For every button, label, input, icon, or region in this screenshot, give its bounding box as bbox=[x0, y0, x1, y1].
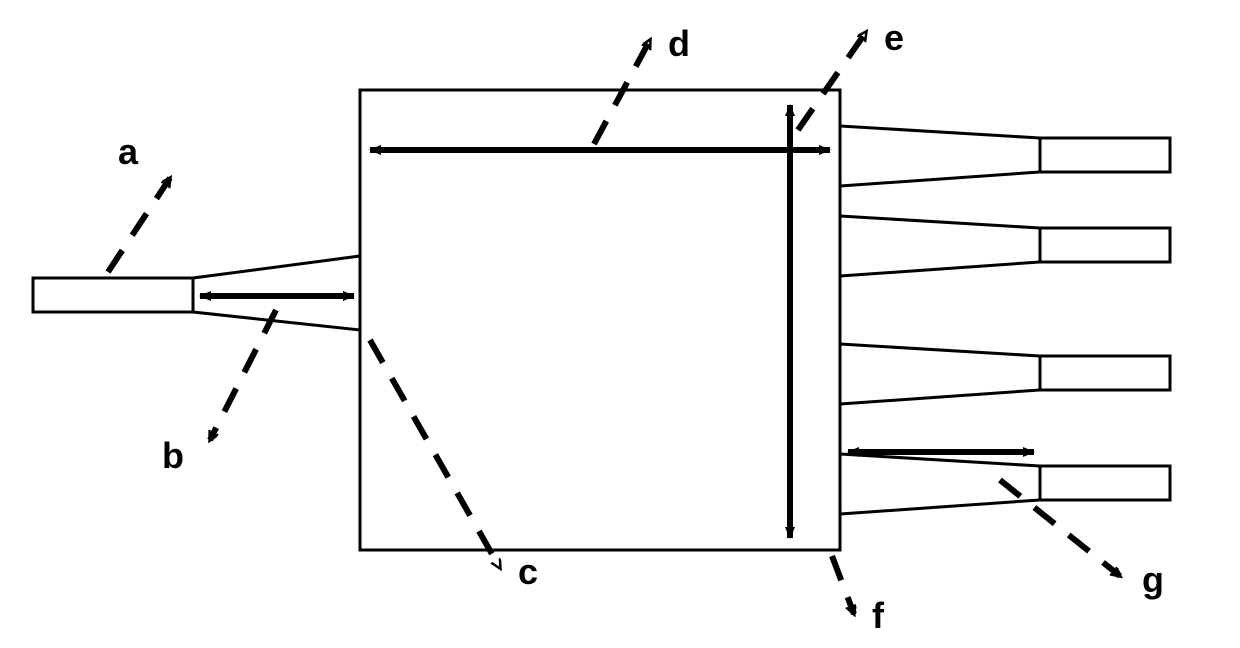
callout-line-b bbox=[210, 310, 276, 440]
callout-line-f bbox=[832, 556, 854, 614]
main-body-rect bbox=[360, 90, 840, 550]
output-waveguide-rect-1 bbox=[1040, 138, 1170, 172]
output-waveguide-rect-4 bbox=[1040, 466, 1170, 500]
callout-line-e bbox=[798, 32, 866, 130]
label-d: d bbox=[668, 23, 690, 64]
label-g: g bbox=[1142, 559, 1164, 600]
label-a: a bbox=[118, 131, 139, 172]
output-waveguide-rect-2 bbox=[1040, 228, 1170, 262]
label-e: e bbox=[884, 17, 904, 58]
label-f: f bbox=[872, 595, 885, 636]
label-c: c bbox=[518, 551, 538, 592]
callout-line-d bbox=[594, 40, 650, 144]
label-b: b bbox=[162, 435, 184, 476]
input-waveguide-rect bbox=[33, 278, 193, 312]
output-taper-2 bbox=[840, 216, 1040, 276]
output-taper-4 bbox=[840, 454, 1040, 514]
output-taper-1 bbox=[840, 126, 1040, 186]
callout-line-a bbox=[108, 178, 170, 272]
output-taper-3 bbox=[840, 344, 1040, 404]
callout-line-g bbox=[1000, 480, 1120, 576]
diagram-svg: a b c d e f g bbox=[0, 0, 1240, 648]
callout-line-c bbox=[370, 340, 500, 568]
output-waveguide-rect-3 bbox=[1040, 356, 1170, 390]
